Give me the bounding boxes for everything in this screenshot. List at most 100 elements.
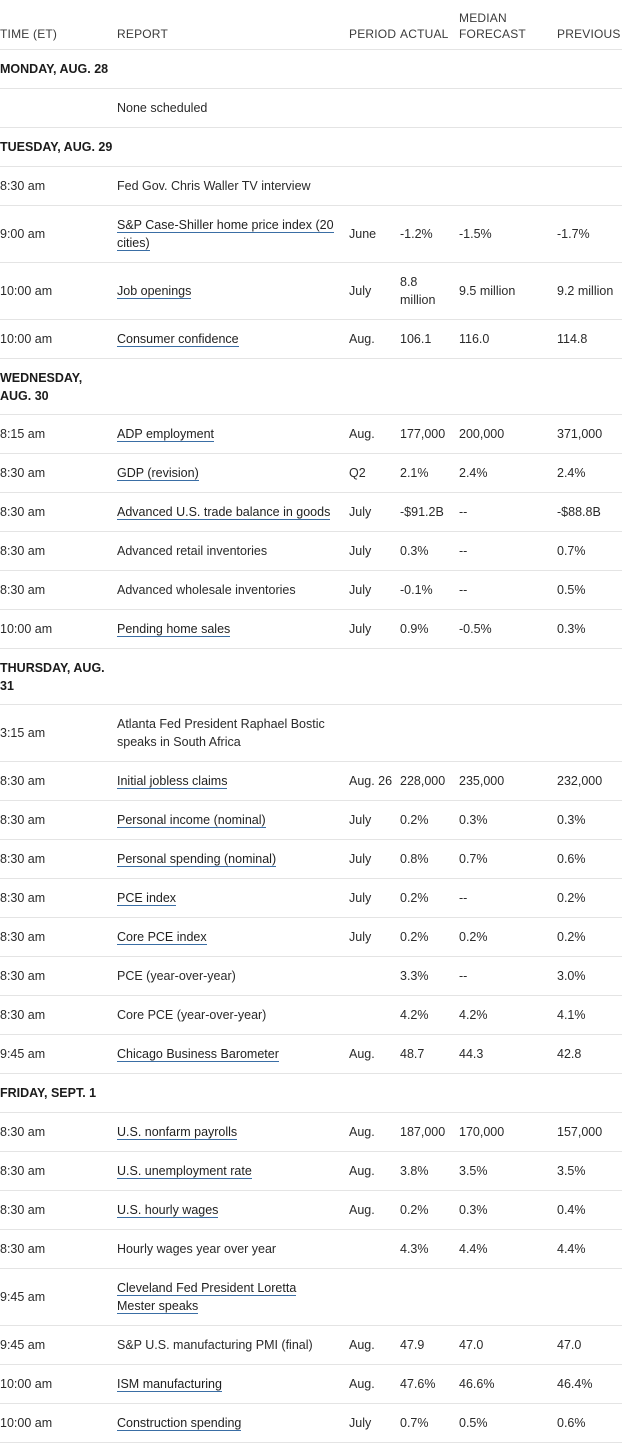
report-cell: Core PCE (year-over-year)	[117, 995, 349, 1035]
time-cell: 8:30 am	[0, 1190, 117, 1230]
report-cell[interactable]: Job openings	[117, 262, 349, 320]
report-cell[interactable]: PCE index	[117, 878, 349, 918]
report-text: Atlanta Fed President Raphael Bostic spe…	[117, 717, 325, 749]
table-row: 8:30 am Fed Gov. Chris Waller TV intervie…	[0, 166, 622, 206]
period-cell: July	[349, 839, 400, 879]
report-link[interactable]: Construction spending	[117, 1416, 242, 1431]
report-cell[interactable]: S&P Case-Shiller home price index (20 ci…	[117, 205, 349, 263]
actual-value: 4.2%	[400, 1008, 429, 1022]
previous-cell: 9.2 million	[557, 262, 622, 320]
previous-cell: 0.7%	[557, 531, 622, 571]
table-row: 8:30 am U.S. unemployment rate Aug. 3.8% 3.5…	[0, 1151, 622, 1191]
report-cell: PCE (year-over-year)	[117, 956, 349, 996]
report-link[interactable]: Cleveland Fed President Loretta Mester s…	[117, 1281, 297, 1314]
time-cell: 8:30 am	[0, 995, 117, 1035]
report-cell[interactable]: Personal spending (nominal)	[117, 839, 349, 879]
report-link[interactable]: Personal spending (nominal)	[117, 852, 277, 867]
day-label: WEDNESDAY, AUG. 30	[0, 358, 349, 415]
actual-cell: 47.6%	[400, 1364, 459, 1404]
period-cell	[349, 1229, 400, 1269]
time-cell: 8:30 am	[0, 531, 117, 571]
header-forecast: MEDIAN FORECAST	[459, 0, 557, 50]
report-link[interactable]: Initial jobless claims	[117, 774, 228, 789]
previous-cell: 371,000	[557, 414, 622, 454]
time-cell: 9:45 am	[0, 1268, 117, 1326]
forecast-cell: 0.5%	[459, 1403, 557, 1443]
report-link[interactable]: U.S. unemployment rate	[117, 1164, 252, 1179]
report-link[interactable]: Core PCE index	[117, 930, 207, 945]
actual-cell: 0.9%	[400, 609, 459, 649]
day-spacer	[349, 127, 622, 167]
actual-cell: 4.3%	[400, 1229, 459, 1269]
report-cell[interactable]: U.S. hourly wages	[117, 1190, 349, 1230]
header-report: REPORT	[117, 0, 349, 50]
report-link[interactable]: U.S. nonfarm payrolls	[117, 1125, 238, 1140]
actual-value: 8.8 million	[400, 275, 436, 307]
actual-cell: 0.8%	[400, 839, 459, 879]
previous-cell: 4.1%	[557, 995, 622, 1035]
table-row: 8:30 am Personal spending (nominal) July 0.…	[0, 839, 622, 879]
report-link[interactable]: S&P Case-Shiller home price index (20 ci…	[117, 218, 334, 251]
time-cell: 9:45 am	[0, 1325, 117, 1365]
report-link[interactable]: PCE index	[117, 891, 177, 906]
actual-value: 47.6%	[400, 1377, 436, 1391]
report-cell[interactable]: Advanced U.S. trade balance in goods	[117, 492, 349, 532]
report-cell[interactable]: Core PCE index	[117, 917, 349, 957]
forecast-cell: 44.3	[459, 1034, 557, 1074]
previous-cell: 3.0%	[557, 956, 622, 996]
day-label-text: MONDAY, AUG. 28	[0, 62, 109, 76]
report-link[interactable]: Job openings	[117, 284, 192, 299]
actual-value: -0.1%	[400, 583, 433, 597]
time-cell: 10:00 am	[0, 262, 117, 320]
time-cell: 8:30 am	[0, 453, 117, 493]
report-link[interactable]: Pending home sales	[117, 622, 231, 637]
report-link[interactable]: ISM manufacturing	[117, 1377, 222, 1392]
header-actual: ACTUAL	[400, 0, 459, 50]
report-link[interactable]: Consumer confidence	[117, 332, 239, 347]
forecast-cell: --	[459, 878, 557, 918]
period-cell: June	[349, 205, 400, 263]
forecast-cell: 47.0	[459, 1325, 557, 1365]
previous-cell: -$88.8B	[557, 492, 622, 532]
report-cell[interactable]: Consumer confidence	[117, 319, 349, 359]
report-cell[interactable]: Pending home sales	[117, 609, 349, 649]
table-row: 8:30 am U.S. hourly wages Aug. 0.2% 0.3% 0.4%	[0, 1190, 622, 1230]
time-cell: 10:00 am	[0, 319, 117, 359]
report-cell[interactable]: Initial jobless claims	[117, 761, 349, 801]
report-cell[interactable]: Chicago Business Barometer	[117, 1034, 349, 1074]
time-cell: 8:30 am	[0, 956, 117, 996]
report-link[interactable]: ADP employment	[117, 427, 215, 442]
forecast-cell: 3.5%	[459, 1151, 557, 1191]
time-cell: 8:30 am	[0, 492, 117, 532]
report-cell[interactable]: ADP employment	[117, 414, 349, 454]
report-link[interactable]: Chicago Business Barometer	[117, 1047, 279, 1062]
previous-cell: 3.5%	[557, 1151, 622, 1191]
report-link[interactable]: U.S. hourly wages	[117, 1203, 219, 1218]
period-cell: July	[349, 1403, 400, 1443]
period-cell: Aug. 26	[349, 761, 400, 801]
day-spacer	[349, 648, 622, 705]
actual-cell: 3.8%	[400, 1151, 459, 1191]
report-cell[interactable]: GDP (revision)	[117, 453, 349, 493]
report-cell[interactable]: U.S. nonfarm payrolls	[117, 1112, 349, 1152]
previous-cell: 4.4%	[557, 1229, 622, 1269]
day-spacer	[349, 358, 622, 415]
period-cell	[349, 1268, 400, 1326]
actual-cell	[400, 88, 459, 128]
report-cell[interactable]: U.S. unemployment rate	[117, 1151, 349, 1191]
time-cell: 3:15 am	[0, 704, 117, 762]
report-link[interactable]: GDP (revision)	[117, 466, 199, 481]
table-row: 9:45 am Cleveland Fed President Loretta M…	[0, 1268, 622, 1326]
forecast-cell: --	[459, 570, 557, 610]
report-cell[interactable]: Personal income (nominal)	[117, 800, 349, 840]
previous-cell: 2.4%	[557, 453, 622, 493]
actual-cell: -$91.2B	[400, 492, 459, 532]
report-cell[interactable]: Cleveland Fed President Loretta Mester s…	[117, 1268, 349, 1326]
report-cell[interactable]: Construction spending	[117, 1403, 349, 1443]
report-link[interactable]: Personal income (nominal)	[117, 813, 266, 828]
report-cell[interactable]: ISM manufacturing	[117, 1364, 349, 1404]
day-header-row: MONDAY, AUG. 28	[0, 49, 622, 89]
actual-cell: 0.7%	[400, 1403, 459, 1443]
report-link[interactable]: Advanced U.S. trade balance in goods	[117, 505, 331, 520]
previous-cell: 0.6%	[557, 1403, 622, 1443]
